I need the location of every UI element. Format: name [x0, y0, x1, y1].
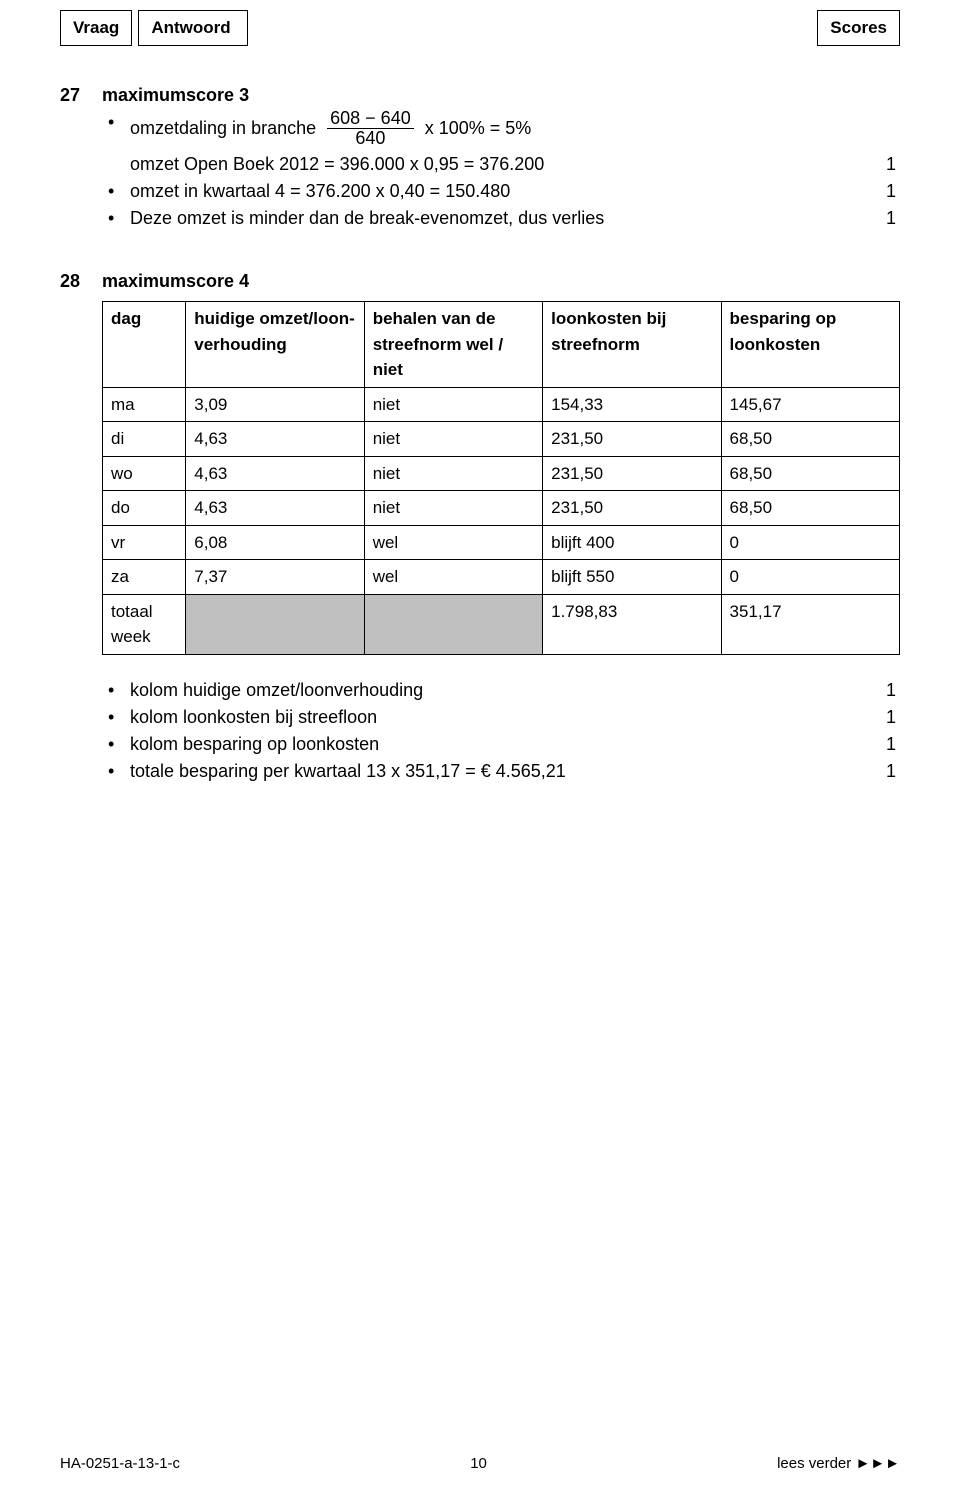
cell: 4,63	[186, 491, 364, 526]
cell: za	[103, 560, 186, 595]
bullet-icon: •	[102, 109, 126, 136]
footer-page-number: 10	[470, 1453, 487, 1476]
cell: 4,63	[186, 456, 364, 491]
footer-left: HA-0251-a-13-1-c	[60, 1453, 180, 1476]
cell: 0	[721, 525, 899, 560]
th-col1: huidige omzet/loon-verhouding	[186, 302, 364, 388]
q27-bullet-0: • omzetdaling in branche 608 − 640 640 x…	[102, 109, 900, 150]
q28-after-bullet-0: • kolom huidige omzet/loonverhouding 1	[102, 677, 900, 704]
q28-ab3-text: totale besparing per kwartaal 13 x 351,1…	[126, 758, 864, 785]
table-row: di 4,63 niet 231,50 68,50	[103, 422, 900, 457]
cell-grey	[364, 594, 542, 654]
cell: 1.798,83	[543, 594, 721, 654]
cell: 4,63	[186, 422, 364, 457]
cell: 3,09	[186, 387, 364, 422]
bullet-icon: •	[102, 704, 126, 731]
th-col2: behalen van de streefnorm wel / niet	[364, 302, 542, 388]
q28-ab2-text: kolom besparing op loonkosten	[126, 731, 864, 758]
q28-ab0-score: 1	[864, 677, 900, 704]
cell: niet	[364, 422, 542, 457]
table-row: za 7,37 wel blijft 550 0	[103, 560, 900, 595]
cell: 231,50	[543, 456, 721, 491]
q28-ab0-text: kolom huidige omzet/loonverhouding	[126, 677, 864, 704]
q27-b0-suffix: x 100% = 5%	[425, 118, 532, 138]
cell: wel	[364, 525, 542, 560]
q27-b3-text: Deze omzet is minder dan de break-evenom…	[126, 205, 864, 232]
question-28: 28 maximumscore 4 dag huidige omzet/loon…	[60, 268, 900, 785]
table-row: do 4,63 niet 231,50 68,50	[103, 491, 900, 526]
table-row: vr 6,08 wel blijft 400 0	[103, 525, 900, 560]
question-27: 27 maximumscore 3 • omzetdaling in branc…	[60, 82, 900, 233]
cell: vr	[103, 525, 186, 560]
bullet-icon: •	[102, 758, 126, 785]
cell: wel	[364, 560, 542, 595]
q28-after-bullet-1: • kolom loonkosten bij streefloon 1	[102, 704, 900, 731]
arrow-right-icon: ►►►	[855, 1455, 900, 1472]
cell: wo	[103, 456, 186, 491]
cell: 0	[721, 560, 899, 595]
table-row: ma 3,09 niet 154,33 145,67	[103, 387, 900, 422]
cell: 6,08	[186, 525, 364, 560]
q27-b0-frac-den: 640	[327, 129, 414, 149]
cell-totaal-label: totaal week	[103, 594, 186, 654]
q27-number: 27	[60, 82, 102, 233]
header-vraag-box: Vraag	[60, 10, 132, 46]
header-antwoord-box: Antwoord	[138, 10, 248, 46]
q27-b3-score: 1	[864, 205, 900, 232]
q28-after-bullet-3: • totale besparing per kwartaal 13 x 351…	[102, 758, 900, 785]
q27-b2-text: omzet in kwartaal 4 = 376.200 x 0,40 = 1…	[126, 178, 864, 205]
q28-number: 28	[60, 268, 102, 785]
q27-b1-text: omzet Open Boek 2012 = 396.000 x 0,95 = …	[126, 151, 864, 178]
cell: ma	[103, 387, 186, 422]
q27-b1-score: 1	[864, 151, 900, 178]
q27-b0-fraction: 608 − 640 640	[327, 109, 414, 150]
q27-title: maximumscore 3	[102, 82, 900, 109]
cell: 231,50	[543, 491, 721, 526]
page-footer: HA-0251-a-13-1-c 10 lees verder ►►►	[60, 1453, 900, 1476]
cell: 68,50	[721, 422, 899, 457]
table-header-row: dag huidige omzet/loon-verhouding behale…	[103, 302, 900, 388]
bullet-icon: •	[102, 677, 126, 704]
cell: niet	[364, 491, 542, 526]
cell: 351,17	[721, 594, 899, 654]
cell: di	[103, 422, 186, 457]
cell: 68,50	[721, 491, 899, 526]
bullet-icon: •	[102, 205, 126, 232]
cell: blijft 550	[543, 560, 721, 595]
q28-ab3-score: 1	[864, 758, 900, 785]
footer-right-text: lees verder	[777, 1455, 855, 1472]
cell: 145,67	[721, 387, 899, 422]
bullet-icon: •	[102, 731, 126, 758]
q27-b0-frac-num: 608 − 640	[327, 109, 414, 130]
cell: 154,33	[543, 387, 721, 422]
table-row-totaal: totaal week 1.798,83 351,17	[103, 594, 900, 654]
table-row: wo 4,63 niet 231,50 68,50	[103, 456, 900, 491]
th-dag: dag	[103, 302, 186, 388]
bullet-icon: •	[102, 178, 126, 205]
footer-right: lees verder ►►►	[777, 1453, 900, 1476]
q27-bullet-1: omzet Open Boek 2012 = 396.000 x 0,95 = …	[102, 151, 900, 178]
cell: niet	[364, 387, 542, 422]
q27-bullet-2: • omzet in kwartaal 4 = 376.200 x 0,40 =…	[102, 178, 900, 205]
header-scores-box: Scores	[817, 10, 900, 46]
th-col3: loonkosten bij streefnorm	[543, 302, 721, 388]
q27-b2-score: 1	[864, 178, 900, 205]
q28-ab1-text: kolom loonkosten bij streefloon	[126, 704, 864, 731]
q27-b0-prefix: omzetdaling in branche	[130, 118, 316, 138]
cell-grey	[186, 594, 364, 654]
th-col4: besparing op loonkosten	[721, 302, 899, 388]
cell: do	[103, 491, 186, 526]
cell: 7,37	[186, 560, 364, 595]
cell: 231,50	[543, 422, 721, 457]
cell: niet	[364, 456, 542, 491]
cell: 68,50	[721, 456, 899, 491]
q27-bullet-3: • Deze omzet is minder dan de break-even…	[102, 205, 900, 232]
q28-ab1-score: 1	[864, 704, 900, 731]
q28-ab2-score: 1	[864, 731, 900, 758]
q28-table: dag huidige omzet/loon-verhouding behale…	[102, 301, 900, 655]
q28-after-bullet-2: • kolom besparing op loonkosten 1	[102, 731, 900, 758]
cell: blijft 400	[543, 525, 721, 560]
q28-title: maximumscore 4	[102, 268, 900, 295]
